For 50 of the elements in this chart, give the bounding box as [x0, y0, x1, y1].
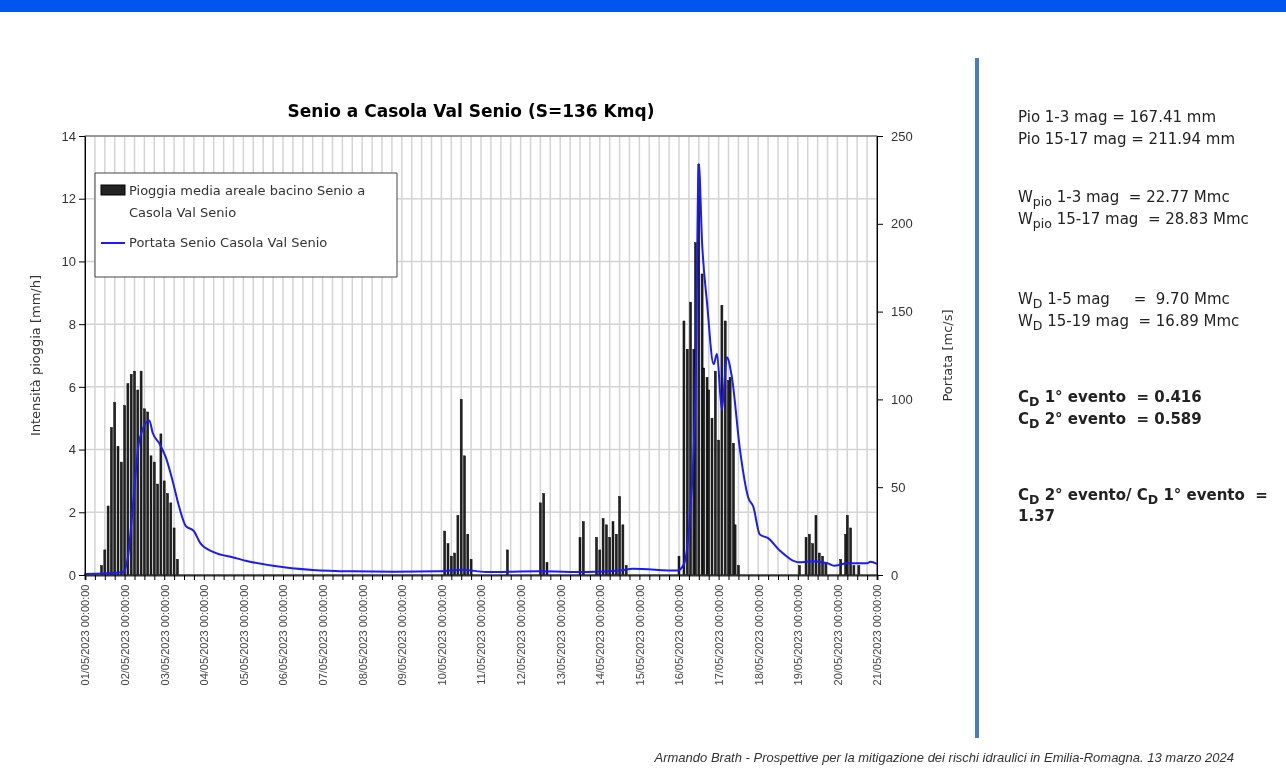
text: W$_{D}$ 1-5 mag = 9.70 Mmc	[1018, 290, 1231, 311]
y-tick-label: 2	[68, 504, 76, 520]
x-tick-label: 20/05/2023 00:00:00	[831, 584, 844, 686]
text: Pio 15-17 mag = 211.94 mm	[1018, 130, 1237, 148]
x-tick-label: 09/05/2023 00:00:00	[396, 584, 409, 686]
chart-title: Senio a Casola Val Senio (S=136 Kmq)	[287, 101, 655, 121]
x-tick-label: 06/05/2023 00:00:00	[277, 584, 290, 686]
x-tick-label: 14/05/2023 00:00:00	[594, 584, 607, 686]
y-axis-title: Intensità pioggia [mm/h]	[28, 274, 43, 437]
x-tick-label: 03/05/2023 00:00:00	[158, 584, 171, 686]
legend-label: Pioggia media areale bacino Senio a Casola Val Senio	[129, 183, 366, 220]
x-tick-label: 16/05/2023 00:00:00	[673, 584, 686, 686]
text: C$_{D}$ 1° evento = 0.416	[1018, 388, 1203, 409]
x-tick-label: 04/05/2023 00:00:00	[198, 584, 211, 686]
x-tick-label: 12/05/2023 00:00:00	[514, 584, 527, 686]
y2-tick-label: 100	[891, 392, 913, 408]
text: Armando Brath - Prospettive per la mitigazione dei rischi idraulici in Emilia-Romagna. 13 marzo 2024	[654, 750, 1234, 765]
x-tick-label: 10/05/2023 00:00:00	[435, 584, 448, 686]
y2-tick-label: 0	[891, 567, 899, 583]
x-tick-label: 18/05/2023 00:00:00	[752, 584, 765, 686]
y2-tick-label: 250	[891, 128, 913, 144]
y-tick-label: 0	[68, 567, 76, 583]
text: W$_{D}$ 15-19 mag = 16.89 Mmc	[1018, 312, 1241, 333]
x-tick-label: 11/05/2023 00:00:00	[475, 584, 488, 685]
text: W$_{pio}$ 15-17 mag = 28.83 Mmc	[1018, 210, 1250, 231]
y2-axis-title: Portata [mc/s]	[940, 309, 955, 402]
y2-tick-label: 50	[891, 479, 906, 495]
legend-label: Portata Senio Casola Val Senio	[129, 235, 328, 250]
y-tick-label: 14	[61, 128, 76, 144]
y2-tick-label: 200	[891, 216, 913, 232]
x-tick-label: 01/05/2023 00:00:00	[79, 584, 92, 686]
x-tick-label: 05/05/2023 00:00:00	[237, 584, 250, 686]
y2-tick-label: 150	[891, 304, 913, 320]
x-tick-label: 07/05/2023 00:00:00	[316, 584, 329, 686]
x-tick-label: 19/05/2023 00:00:00	[792, 584, 805, 686]
text: C$_{D}$ 2° evento = 0.589	[1018, 410, 1203, 431]
text: Pio 1-3 mag = 167.41 mm	[1018, 108, 1217, 126]
x-tick-label: 13/05/2023 00:00:00	[554, 584, 567, 686]
y-tick-label: 10	[61, 254, 76, 270]
x-tick-label: 02/05/2023 00:00:00	[118, 584, 131, 686]
x-tick-label: 21/05/2023 00:00:00	[871, 584, 884, 686]
y-tick-label: 12	[61, 191, 76, 207]
y-tick-label: 4	[68, 442, 76, 458]
text: W$_{pio}$ 1-3 mag = 22.77 Mmc	[1018, 188, 1231, 209]
y-tick-label: 6	[68, 379, 76, 395]
x-tick-label: 15/05/2023 00:00:00	[633, 584, 646, 686]
text: C$_{D}$ 2° evento/ C$_{D}$ 1° evento = 1.37	[1018, 486, 1268, 525]
y-tick-label: 8	[68, 316, 76, 332]
x-tick-label: 08/05/2023 00:00:00	[356, 584, 369, 686]
x-tick-label: 17/05/2023 00:00:00	[712, 584, 725, 686]
